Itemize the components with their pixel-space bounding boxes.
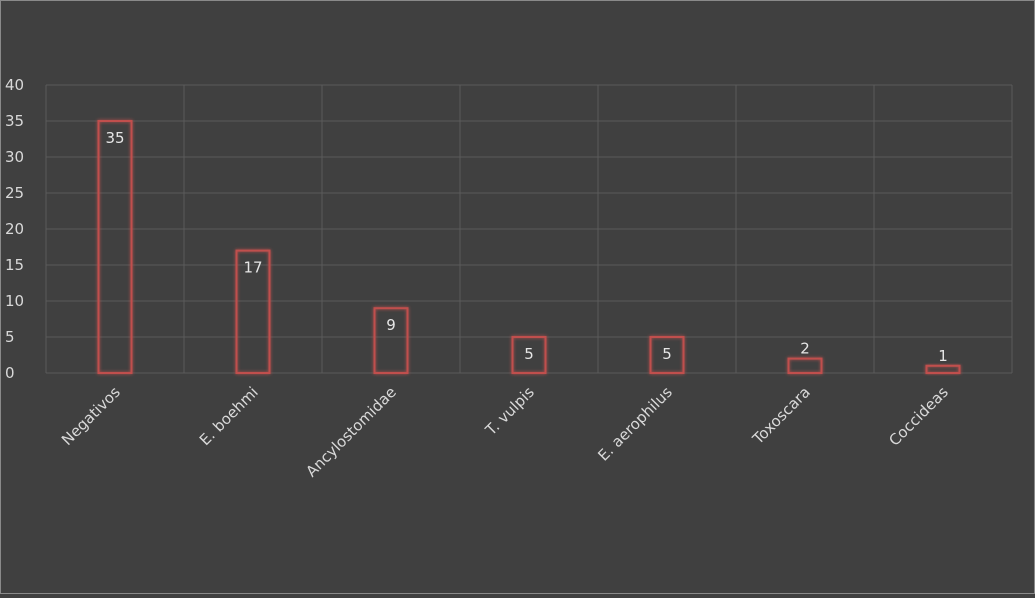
bar-2 [235, 249, 271, 375]
y-tick-label: 20 [5, 220, 24, 238]
x-tick-label: Ancylostomidae [302, 383, 399, 480]
y-axis: 0 5 10 15 20 25 30 35 40 [5, 76, 24, 382]
data-label: 2 [800, 340, 810, 358]
bars [97, 120, 961, 375]
y-tick-label: 30 [5, 148, 24, 166]
data-label: 5 [662, 345, 672, 363]
y-tick-label: 35 [5, 112, 24, 130]
bar-5 [649, 336, 685, 374]
bar-4 [511, 336, 547, 374]
data-label: 17 [243, 259, 262, 277]
bar-7 [925, 364, 961, 374]
x-tick-label: E. boehmi [196, 383, 262, 449]
data-label: 35 [105, 129, 124, 147]
x-tick-label: T. vulpis [481, 383, 538, 440]
x-tick-label: Negativos [58, 383, 124, 449]
y-tick-label: 0 [5, 364, 15, 382]
bar-1 [97, 120, 133, 374]
data-labels: 35 17 9 5 5 2 1 [105, 129, 947, 365]
y-tick-label: 25 [5, 184, 24, 202]
x-tick-label: Coccideas [885, 383, 952, 450]
gridlines [45, 84, 1013, 374]
y-tick-label: 40 [5, 76, 24, 94]
x-tick-label: E. aerophilus [594, 383, 676, 465]
data-label: 1 [938, 347, 948, 365]
x-tick-label: Toxoscara [748, 383, 813, 448]
bar-3 [373, 307, 409, 375]
y-tick-label: 5 [5, 328, 15, 346]
y-tick-label: 10 [5, 292, 24, 310]
data-label: 9 [386, 316, 396, 334]
bar-6 [787, 357, 823, 375]
x-axis: Negativos E. boehmi Ancylostomidae T. vulpi… [58, 383, 952, 481]
y-tick-label: 15 [5, 256, 24, 274]
data-label: 5 [524, 345, 534, 363]
